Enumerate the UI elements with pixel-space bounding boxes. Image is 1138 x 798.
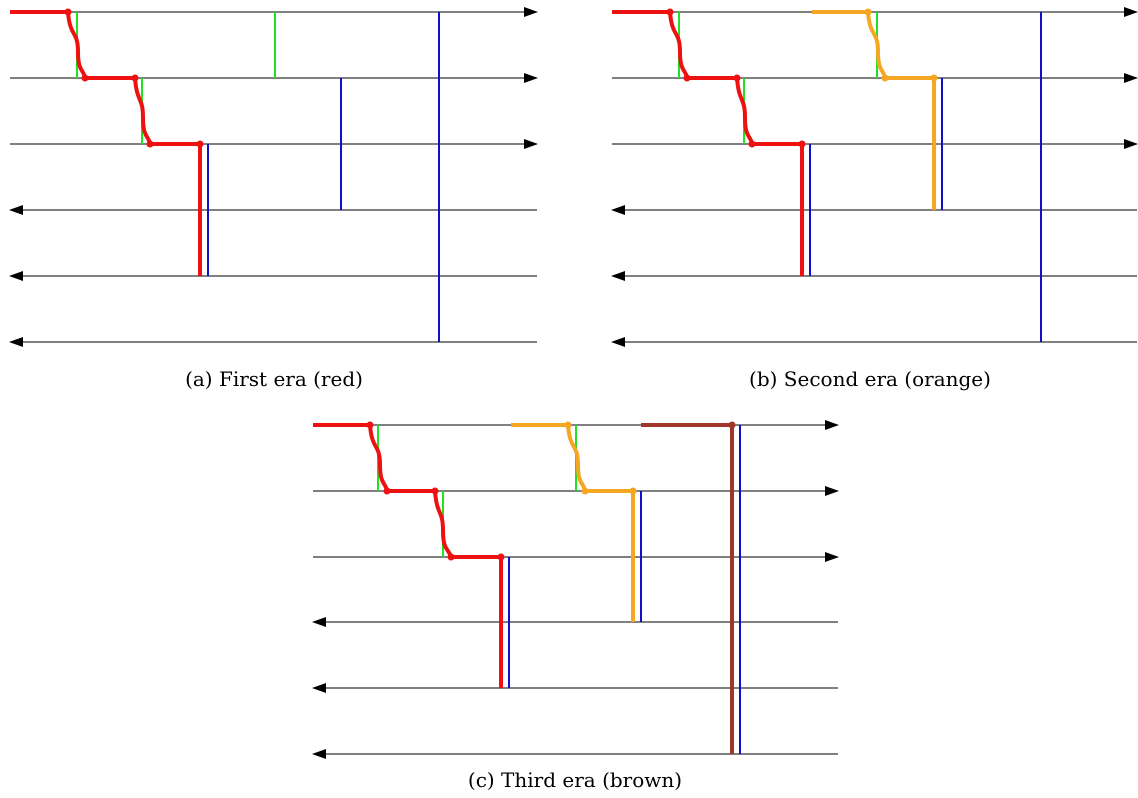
era-red-point bbox=[497, 553, 505, 561]
era-orange-line bbox=[511, 423, 635, 622]
era-red-point bbox=[666, 8, 674, 16]
era-red-point bbox=[196, 140, 204, 148]
era-red-point bbox=[366, 421, 374, 429]
era-orange-point bbox=[564, 421, 572, 429]
era-red-point bbox=[131, 74, 139, 82]
era-orange-line bbox=[812, 10, 936, 210]
process-lines bbox=[611, 7, 1138, 347]
era-red-path bbox=[313, 421, 505, 688]
era-red-path bbox=[10, 8, 204, 276]
era-brown-path bbox=[641, 421, 736, 754]
panel-a-caption: (a) First era (red) bbox=[185, 367, 363, 391]
era-brown-line bbox=[641, 423, 734, 754]
era-orange-path bbox=[511, 421, 637, 622]
panel-a: (a) First era (red) bbox=[9, 7, 538, 391]
era-red-point bbox=[146, 140, 154, 148]
era-orange-point bbox=[881, 74, 889, 82]
era-red-point bbox=[431, 487, 439, 495]
era-orange-point bbox=[629, 487, 637, 495]
era-brown-point bbox=[728, 421, 736, 429]
era-red-point bbox=[447, 553, 455, 561]
era-orange-point bbox=[864, 8, 872, 16]
era-orange-point bbox=[581, 487, 589, 495]
blue-messages bbox=[207, 12, 440, 342]
blue-messages bbox=[508, 425, 741, 754]
process-lines bbox=[9, 7, 538, 347]
era-red-point bbox=[64, 8, 72, 16]
era-orange-point bbox=[930, 74, 938, 82]
era-red-path bbox=[612, 8, 806, 276]
panel-b: (b) Second era (orange) bbox=[611, 7, 1138, 391]
era-red-point bbox=[798, 140, 806, 148]
panel-b-caption: (b) Second era (orange) bbox=[749, 367, 991, 391]
era-red-point bbox=[733, 74, 741, 82]
era-orange-path bbox=[812, 8, 938, 210]
era-red-point bbox=[748, 140, 756, 148]
blue-messages bbox=[809, 12, 1042, 342]
era-red-point bbox=[81, 74, 89, 82]
panel-c-caption: (c) Third era (brown) bbox=[468, 768, 682, 792]
era-red-point bbox=[383, 487, 391, 495]
era-red-point bbox=[683, 74, 691, 82]
panel-c: (c) Third era (brown) bbox=[312, 420, 839, 792]
